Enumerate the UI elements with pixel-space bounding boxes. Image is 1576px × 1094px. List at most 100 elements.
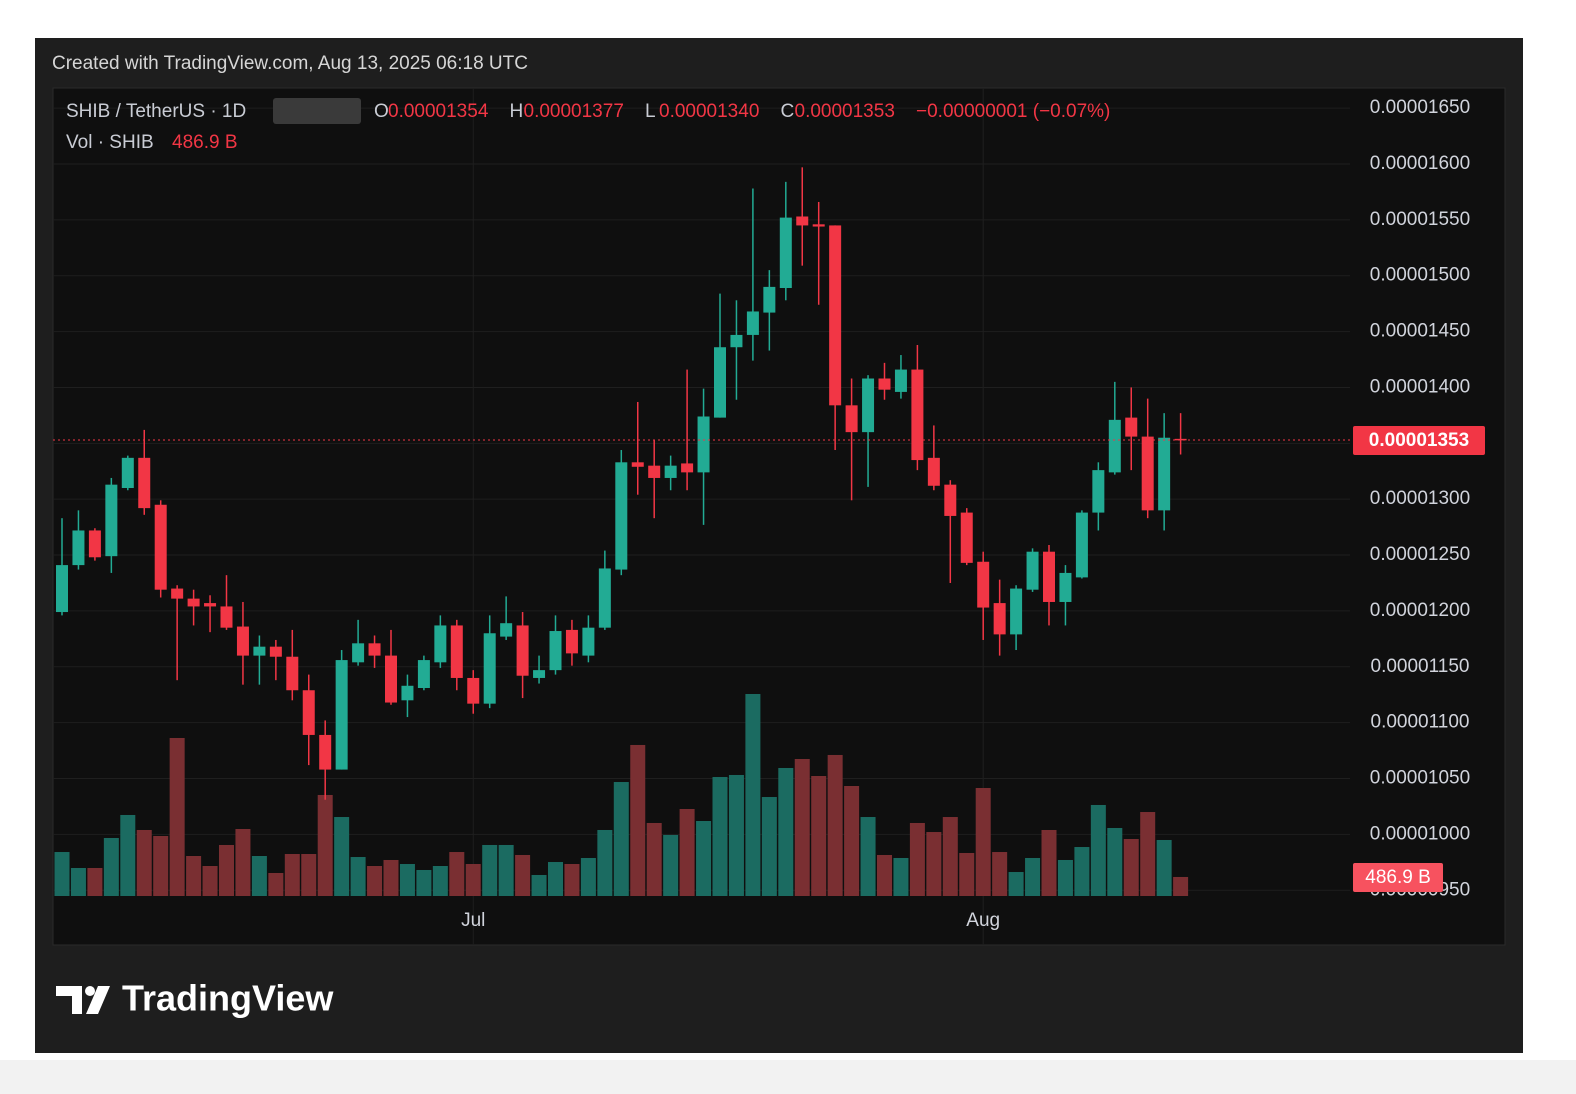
- y-tick-label: 0.00001050: [1370, 768, 1470, 789]
- candle-body: [1059, 572, 1072, 602]
- candle-body: [516, 625, 529, 676]
- last-price-label: 0.00001353: [1369, 430, 1469, 451]
- volume-bar: [1156, 839, 1172, 896]
- blurred-box: [273, 98, 361, 124]
- logo: [56, 986, 110, 1014]
- volume-bar: [1008, 872, 1024, 896]
- volume-bar: [103, 837, 119, 896]
- volume-bar: [1107, 827, 1123, 896]
- volume-value: 486.9 B: [172, 132, 238, 153]
- candle-body: [352, 643, 365, 663]
- volume-bar: [827, 754, 843, 896]
- candle-body: [434, 625, 447, 663]
- volume-bar: [942, 817, 958, 896]
- volume-bar: [284, 854, 300, 896]
- brand: TradingView: [122, 978, 334, 1019]
- volume-bar: [679, 809, 695, 896]
- candle-body: [598, 568, 611, 628]
- ohlc-value: 0.00001353: [795, 101, 895, 122]
- candle-layer: [53, 167, 1350, 800]
- volume-badge-label: 486.9 B: [1365, 867, 1431, 888]
- volume-bar: [1025, 857, 1041, 896]
- ohlc-value: 0.00001377: [524, 101, 624, 122]
- logo-slash: [86, 986, 110, 1014]
- volume-bar: [728, 774, 744, 896]
- candle-body: [204, 603, 217, 607]
- last-price-badge: [1353, 425, 1485, 455]
- y-tick-label: 0.00001500: [1370, 265, 1470, 286]
- candle-body: [417, 660, 430, 689]
- volume-bar: [432, 865, 448, 896]
- candle-body: [911, 369, 924, 461]
- candle-body: [533, 670, 546, 678]
- candle-body: [302, 690, 315, 735]
- candle-body: [1043, 551, 1055, 602]
- candle-body: [1141, 436, 1154, 511]
- created-caption: Created with TradingView.com, Aug 13, 20…: [52, 53, 528, 74]
- volume-bar: [712, 777, 728, 896]
- candle-body: [763, 286, 776, 313]
- volume-bar: [317, 794, 333, 896]
- volume-bar: [87, 867, 103, 896]
- volume-bar: [186, 855, 202, 896]
- volume-bar: [465, 864, 481, 896]
- volume-bar: [564, 864, 580, 896]
- y-tick-label: 0.00001000: [1370, 823, 1470, 844]
- candle-body: [960, 512, 973, 563]
- candle-body: [500, 623, 513, 637]
- volume-bar: [926, 832, 942, 896]
- candle-body: [286, 656, 299, 691]
- candle-body: [812, 224, 825, 227]
- candle-body: [368, 643, 381, 656]
- candle-body: [779, 217, 792, 289]
- volume-bar: [350, 857, 366, 896]
- volume-bar: [153, 835, 169, 896]
- candle-body: [977, 561, 990, 608]
- x-tick-label: Aug: [966, 910, 1000, 931]
- candle-body: [105, 484, 118, 557]
- volume-bar: [482, 844, 498, 896]
- volume-bar: [811, 775, 827, 896]
- volume-bar: [580, 857, 596, 896]
- symbol: SHIB / TetherUS · 1D: [66, 101, 246, 122]
- candle-body: [582, 627, 595, 656]
- candle-body: [171, 588, 184, 599]
- candle-body: [664, 465, 677, 478]
- volume-bar: [548, 862, 563, 896]
- candle-body: [714, 347, 726, 418]
- candle-body: [483, 633, 496, 704]
- logo-mark: [56, 986, 82, 1014]
- y-tick-label: 0.00001100: [1371, 712, 1470, 733]
- candle-body: [138, 457, 151, 509]
- page-bottom: [0, 1060, 1576, 1094]
- candle-body: [385, 655, 397, 703]
- volume-label: Vol · SHIB: [66, 132, 154, 153]
- x-tick-label: Jul: [461, 910, 485, 931]
- volume-bar: [367, 865, 383, 896]
- candle-body: [549, 631, 562, 671]
- change: −0.00000001 (−0.07%): [916, 101, 1110, 122]
- volume-bar: [1041, 829, 1057, 896]
- candle-body: [253, 646, 266, 656]
- candle-body: [1010, 588, 1023, 635]
- candle-body: [730, 334, 743, 348]
- candle-body: [154, 504, 167, 590]
- y-tick-label: 0.00001600: [1370, 153, 1470, 174]
- candle-body: [467, 677, 480, 704]
- candle-body: [1026, 551, 1039, 590]
- candle-body: [648, 465, 661, 478]
- volume-bar: [251, 855, 267, 896]
- volume-bar: [646, 822, 662, 896]
- volume-bar: [202, 865, 218, 896]
- volume-bar: [301, 854, 317, 896]
- volume-bar: [696, 820, 712, 896]
- candle-body: [1108, 419, 1121, 473]
- volume-bar: [597, 829, 613, 896]
- volume-bar: [1140, 812, 1156, 896]
- y-tick-label: 0.00001450: [1370, 321, 1470, 342]
- candle-body: [944, 484, 957, 516]
- candle-body: [565, 629, 578, 654]
- volume-bar: [219, 844, 234, 896]
- ohlc-value: 0.00001340: [659, 101, 759, 122]
